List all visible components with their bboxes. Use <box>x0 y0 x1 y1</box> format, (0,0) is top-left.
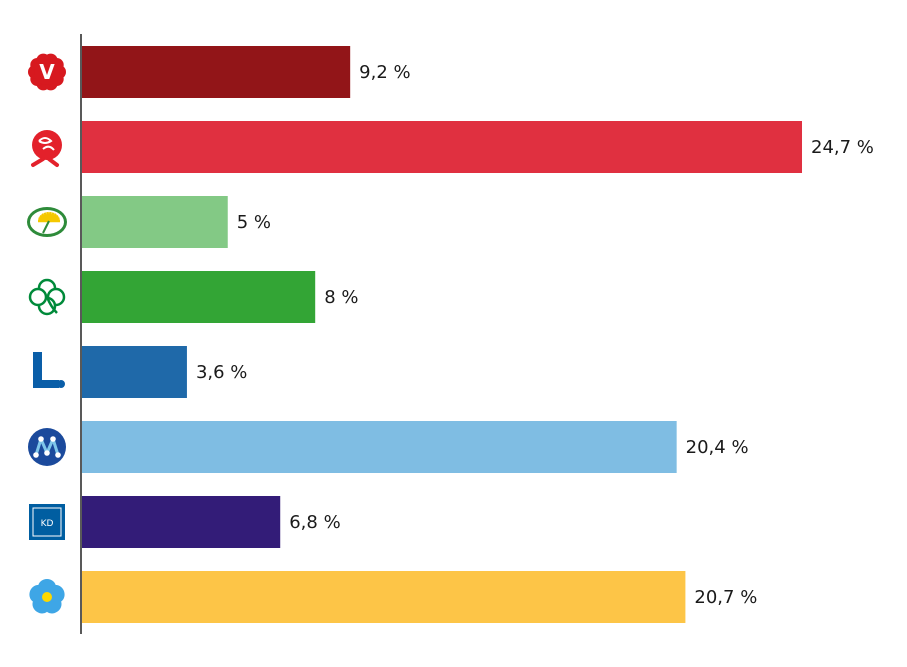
bar-c <box>82 271 316 323</box>
value-label-c: 8 % <box>324 287 358 308</box>
red-flower-shape <box>28 53 66 91</box>
kd-inner-frame <box>32 507 62 537</box>
value-label-mp: 5 % <box>237 212 271 233</box>
moderaterna-m-icon <box>28 428 66 466</box>
centerpartiet-clover-icon <box>28 278 66 316</box>
m-dot-2 <box>44 450 50 456</box>
bar-v <box>82 46 351 98</box>
clover-leaves <box>28 278 66 316</box>
v-letter: V <box>39 60 55 84</box>
bar-s <box>82 121 803 173</box>
kristdemokraterna-kd-icon: KD <box>29 504 65 540</box>
socialdemokraterna-rose-icon <box>31 130 62 167</box>
m-dot-3 <box>50 436 56 442</box>
liberalerna-l-icon <box>33 352 65 388</box>
bar-m <box>82 421 677 473</box>
miljopartiet-dandelion-icon <box>27 207 67 237</box>
bar-l <box>82 346 187 398</box>
kd-letters: KD <box>41 519 54 529</box>
sverigedemokraterna-flower-icon <box>29 579 65 614</box>
m-dot-1 <box>38 436 44 442</box>
l-shape <box>33 352 59 388</box>
m-dot-4 <box>55 452 61 458</box>
value-label-v: 9,2 % <box>359 62 410 83</box>
rose-leaves <box>31 157 59 167</box>
bar-kd <box>82 496 281 548</box>
dandelion-stem <box>42 220 50 234</box>
bars-layer <box>82 46 803 623</box>
value-label-sd: 20,7 % <box>694 587 757 608</box>
value-labels-layer: 9,2 % 24,7 % 5 % 8 % 3,6 % 20,4 % 6,8 % 20,7 % <box>196 62 874 608</box>
dandelion-rays <box>38 211 60 223</box>
value-label-m: 20,4 % <box>686 437 749 458</box>
rose-petal-lines <box>38 137 55 151</box>
m-dot-0 <box>33 452 39 458</box>
clover-stem <box>45 296 58 314</box>
value-label-kd: 6,8 % <box>289 512 340 533</box>
bar-sd <box>82 571 686 623</box>
value-label-s: 24,7 % <box>811 137 874 158</box>
party-icons-layer: V KD <box>27 53 67 614</box>
vansterpartiet-logo-icon: V <box>28 53 66 91</box>
flower-center <box>42 592 52 602</box>
kd-square <box>29 504 65 540</box>
blue-circle <box>28 428 66 466</box>
rose-bloom <box>32 130 62 160</box>
bar-mp <box>82 196 228 248</box>
value-label-l: 3,6 % <box>196 362 247 383</box>
l-dot <box>57 380 65 388</box>
